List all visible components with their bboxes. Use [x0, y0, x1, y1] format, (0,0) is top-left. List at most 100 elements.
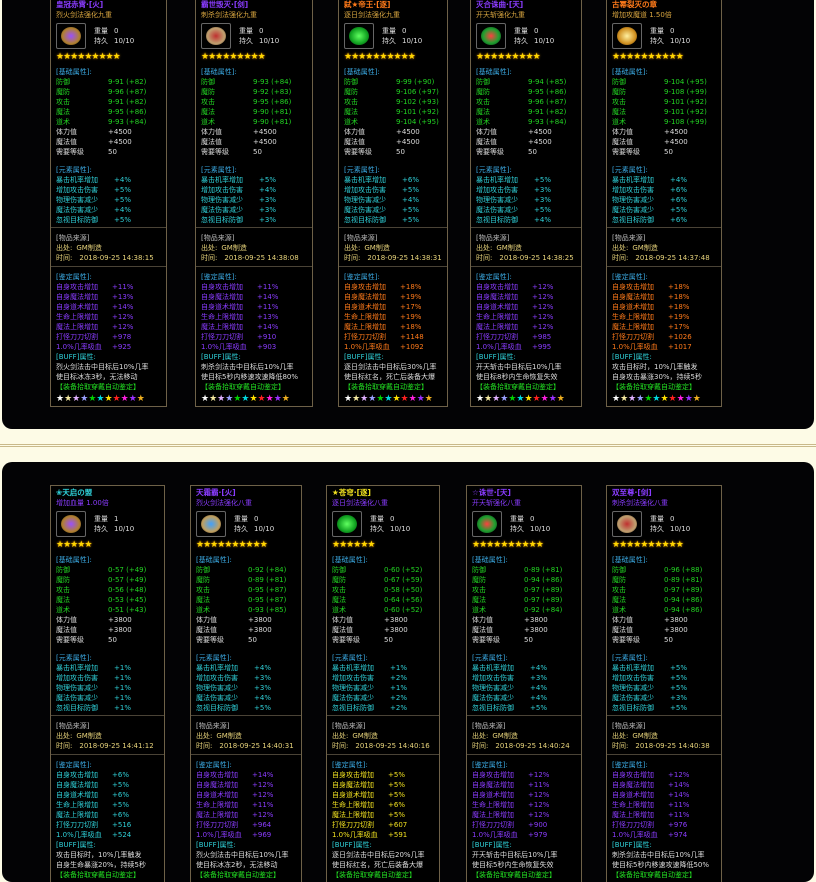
- base-attr-row: 攻击 0-56 (+48): [56, 585, 159, 595]
- item-tooltip-card[interactable]: 双至尊·[剑] 刺杀剑法强化八重 重量 0 持久 10/10 ★★★★★★★★★★ [基础属性…: [606, 485, 722, 882]
- weight-value: 0: [402, 27, 407, 35]
- item-title: 弑★帝王·[逐]: [344, 0, 391, 9]
- durability-label: 持久: [514, 37, 528, 45]
- attr-label: 打怪刀刀切割: [612, 333, 654, 341]
- origin-value: GM制造: [492, 732, 518, 740]
- item-tooltip-card[interactable]: 古幂裂灭の章 增加攻魔道 1.50倍 重量 0 持久 10/10 ★★★★★★★★★★ [基础…: [606, 0, 722, 407]
- weight-durability: 重量 0 持久 10/10: [94, 26, 134, 46]
- base-attr-row: 防御 9-94 (+85): [476, 77, 576, 87]
- base-attr-header: [基础属性]:: [476, 68, 512, 76]
- base-attr-row: 魔法 0-95 (+87): [196, 595, 296, 605]
- attr-value: 0-51 (+43): [108, 606, 147, 614]
- elem-attr-row: 暴击机率增加 +4%: [612, 175, 716, 185]
- item-title: 天霜霸·[火]: [196, 488, 236, 497]
- origin-value: GM制造: [352, 732, 378, 740]
- stat-row: 体力值 +4500: [344, 127, 442, 137]
- item-panel-top: 皇冠赤霄·[火] 烈火剑法强化九重 重量 0 持久 10/10 ★★★★★★★★★ [基础属性…: [2, 0, 814, 429]
- time-value: 2018-09-25 14:40:38: [635, 742, 710, 750]
- attr-label: 魔防: [201, 88, 215, 96]
- item-tooltip-card[interactable]: ☆诛世·[天] 开天斩强化八重 重量 0 持久 10/10 ★★★★★★★★★★ [基础属性]…: [466, 485, 582, 882]
- item-tooltip-card[interactable]: 霸世毁灭·[剑] 刺杀剑法强化九重 重量 0 持久 10/10 ★★★★★★★★★ [基础属性…: [195, 0, 313, 407]
- source-header: [物品来源]: [472, 722, 506, 730]
- durability-value: 10/10: [402, 37, 423, 45]
- elem-attr-header: [元素属性]:: [472, 654, 508, 662]
- appraise-row: 自身道术增加 +12%: [472, 790, 576, 800]
- star-icon: ★: [360, 394, 369, 404]
- attr-value: 9-93 (+84): [108, 118, 147, 126]
- origin-label: 出处:: [332, 732, 349, 740]
- attr-value: +11%: [257, 283, 279, 291]
- attr-label: 道术: [476, 118, 490, 126]
- item-tooltip-card[interactable]: ★苍穹·[逐] 逐日剑法强化八重 重量 0 持久 10/10 ★★★★★★ [基础属性]: 防御…: [326, 485, 440, 882]
- attr-value: +5%: [670, 704, 687, 712]
- attr-label: 魔法上限增加: [332, 811, 374, 819]
- item-tooltip-card[interactable]: 皇冠赤霄·[火] 烈火剑法强化九重 重量 0 持久 10/10 ★★★★★★★★★ [基础属性…: [50, 0, 167, 407]
- appraise-section: [鉴定属性]: 自身攻击增加 +18% 自身魔法增加 +18% 自身道术增加 +18% 生命上…: [607, 266, 721, 406]
- appraise-header: [鉴定属性]:: [56, 761, 92, 769]
- appraise-row: 生命上限增加 +19%: [344, 312, 442, 322]
- attr-value: +5%: [112, 801, 129, 809]
- elem-attr-row: 增加攻击伤害 +3%: [476, 185, 576, 195]
- appraise-row: 自身魔法增加 +14%: [612, 780, 716, 790]
- weight-durability: 重量 0 持久 10/10: [510, 514, 550, 534]
- item-tooltip-card[interactable]: 弑★帝王·[逐] 逐日剑法强化九重 重量 0 持久 10/10 ★★★★★★★★★★ [基础属…: [338, 0, 448, 407]
- attr-value: +14%: [112, 303, 134, 311]
- durability-value: 10/10: [114, 37, 135, 45]
- star-icon: ★: [367, 540, 375, 550]
- attr-value: 0-96 (+88): [664, 566, 703, 574]
- time-row: 时间: 2018-09-25 14:40:24: [472, 741, 576, 751]
- attr-label: 自身道术增加: [612, 303, 654, 311]
- attr-label: 忽视目标防御: [56, 216, 98, 224]
- attr-value: +18%: [400, 283, 422, 291]
- star-rating: ★★★★★★★★★: [56, 52, 161, 63]
- attr-label: 暴击机率增加: [476, 176, 518, 184]
- buff-header: [BUFF]属性:: [612, 353, 652, 361]
- base-attr-row: 道术 9-90 (+81): [201, 117, 307, 127]
- attr-value: 9-96 (+87): [528, 98, 567, 106]
- star-icon: ★: [265, 394, 274, 404]
- stat-label: 体力值: [344, 128, 365, 136]
- attr-value: +12%: [528, 811, 550, 819]
- attr-label: 攻击: [201, 98, 215, 106]
- item-tooltip-card[interactable]: 天霜霸·[火] 烈火剑法强化八重 重量 0 持久 10/10 ★★★★★★★★★★ [基础属性…: [190, 485, 302, 882]
- appraise-row: 自身道术增加 +17%: [344, 302, 442, 312]
- attr-value: +19%: [668, 313, 690, 321]
- stat-value: +4500: [528, 138, 552, 146]
- star-icon: ★: [243, 52, 251, 62]
- attr-label: 魔法: [476, 108, 490, 116]
- star-icon: ★: [201, 52, 209, 62]
- attr-label: 魔防: [344, 88, 358, 96]
- time-row: 时间: 2018-09-25 14:38:31: [344, 253, 442, 263]
- item-icon-row: 重量 0 持久 10/10: [332, 511, 434, 537]
- star-icon: ★: [203, 540, 211, 550]
- star-icon: ★: [524, 394, 533, 404]
- appraise-row: 自身攻击增加 +18%: [612, 282, 716, 292]
- attr-value: 0-60 (+52): [384, 566, 423, 574]
- attr-label: 物理伤害减少: [472, 684, 514, 692]
- appraise-section: [鉴定属性]: 自身攻击增加 +12% 自身魔法增加 +14% 自身道术增加 +14% 生命上…: [607, 754, 721, 882]
- item-tooltip-card[interactable]: 灭合诛曲·[天] 开天斩强化九重 重量 0 持久 10/10 ★★★★★★★★★ [基础属性]…: [470, 0, 582, 407]
- source-header: [物品来源]: [56, 234, 90, 242]
- appraise-row: 魔法上限增加 +12%: [56, 322, 161, 332]
- attr-value: +3%: [259, 216, 276, 224]
- origin-label: 出处:: [612, 732, 629, 740]
- stat-label: 需要等级: [196, 636, 224, 644]
- star-icon: ★: [483, 52, 491, 62]
- appraise-row: 魔法上限增加 +14%: [201, 322, 307, 332]
- buff-line: 使目标5秒内移速攻速降低80%: [201, 373, 299, 381]
- crown-icon: [56, 23, 86, 49]
- durability-label: 持久: [94, 37, 108, 45]
- item-source-section: [物品来源] 出处: GM制造 时间: 2018-09-25 14:40:31: [191, 715, 301, 754]
- buff-header: [BUFF]属性:: [201, 353, 241, 361]
- star-icon: ★: [56, 52, 64, 62]
- attr-label: 自身魔法增加: [332, 781, 374, 789]
- appraise-row: 魔法上限增加 +18%: [344, 322, 442, 332]
- attr-value: +12%: [252, 781, 274, 789]
- stat-value: +3800: [664, 616, 688, 624]
- base-attr-row: 防御 9-93 (+84): [201, 77, 307, 87]
- star-icon: ★: [652, 394, 661, 404]
- attr-value: 9-104 (+95): [396, 118, 439, 126]
- attr-label: 防御: [201, 78, 215, 86]
- base-attr-header: [基础属性]:: [201, 68, 237, 76]
- item-tooltip-card[interactable]: ❀天启の盟 增加血量 1.00倍 重量 1 持久 10/10 ★★★★★ [基础属性]: 防御 0…: [50, 485, 165, 882]
